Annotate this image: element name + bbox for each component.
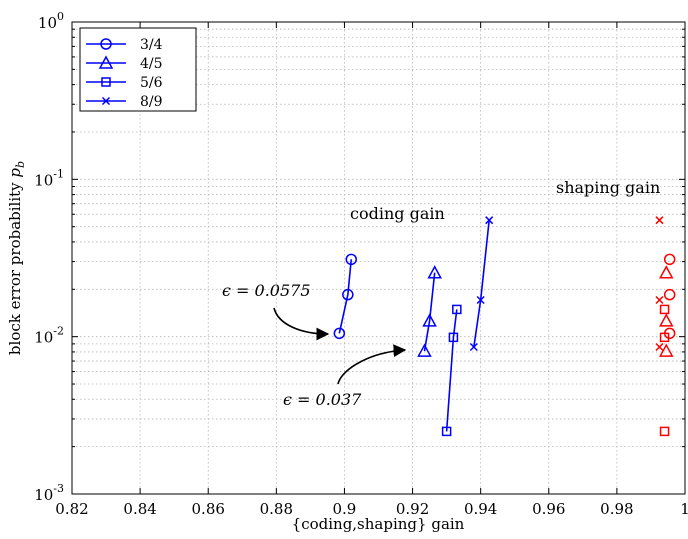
shaping-point xyxy=(663,253,676,266)
legend-label: 8/9 xyxy=(140,94,163,110)
x-tick-label: 0.84 xyxy=(123,500,156,518)
axes-border xyxy=(71,21,686,495)
legend-marker xyxy=(100,38,112,50)
shaping-x xyxy=(655,216,664,352)
y-tick-label: 10-1 xyxy=(34,167,64,189)
shaping-point xyxy=(655,295,664,305)
shaping-point xyxy=(655,342,664,352)
data-point xyxy=(333,327,346,340)
x-tick-label: 0.98 xyxy=(600,500,633,518)
epsilon-arrow-2 xyxy=(337,344,407,385)
data-point xyxy=(422,313,437,327)
data-point-stroke xyxy=(469,342,478,352)
legend-marker xyxy=(98,55,114,69)
shaping-point-stroke xyxy=(655,342,664,352)
epsilon-annotation-1: ϵ = 0.0575 xyxy=(222,281,311,300)
legend-label: 5/6 xyxy=(140,75,163,91)
data-point xyxy=(441,426,452,437)
series-line xyxy=(338,259,353,334)
x-tick-label: 0.9 xyxy=(333,500,357,518)
data-point-stroke xyxy=(476,295,485,305)
legend-marker xyxy=(101,77,111,87)
series-square xyxy=(441,304,462,437)
x-tick-label: 0.92 xyxy=(396,500,429,518)
series-circle xyxy=(333,253,358,340)
data-point xyxy=(452,304,462,315)
data-point xyxy=(345,253,358,266)
legend-box xyxy=(79,27,197,112)
series-line xyxy=(423,272,436,352)
data-point xyxy=(448,332,459,343)
x-tick-label: 0.82 xyxy=(55,500,88,518)
shaping-point xyxy=(659,313,674,327)
shaping-point-stroke xyxy=(655,295,664,305)
shaping-point-stroke xyxy=(655,216,664,225)
y-axis-label-var: p xyxy=(6,168,24,178)
shaping-point xyxy=(659,265,674,279)
y-axis-label-text: block error probability xyxy=(6,178,24,356)
shaping-square xyxy=(659,304,670,437)
legend-item: 8/9 xyxy=(86,94,163,110)
data-point xyxy=(469,342,478,352)
shaping-point xyxy=(659,343,674,357)
legend-label: 3/4 xyxy=(140,37,163,53)
shaping-point xyxy=(659,426,670,437)
x-tick-label: 1 xyxy=(680,500,688,518)
y-axis-label: block error probability pb xyxy=(6,161,27,355)
x-axis-label: {coding,shaping} gain xyxy=(292,515,465,533)
y-tick-label: 10-3 xyxy=(34,482,64,504)
shaping-layer xyxy=(655,216,676,437)
shaping-point xyxy=(659,332,670,343)
y-tick-label: 10-2 xyxy=(34,325,64,347)
legend-marker xyxy=(101,96,111,106)
shaping-triangle xyxy=(659,265,674,357)
shaping-point xyxy=(659,304,670,315)
y-tick-label: 100 xyxy=(38,10,64,32)
y-axis-ticks: 100 10-1 10-2 10-3 xyxy=(34,10,685,504)
shaping-point xyxy=(663,288,676,301)
grid xyxy=(72,22,685,494)
coding-gain-label: coding gain xyxy=(350,204,445,223)
series-line xyxy=(445,309,458,432)
legend-label: 4/5 xyxy=(140,56,163,72)
epsilon-arrow-1 xyxy=(273,307,330,341)
legend-item: 5/6 xyxy=(86,75,163,91)
legend: 3/4 4/5 5/6 8/9 xyxy=(79,27,197,112)
axes-frame xyxy=(71,21,686,495)
data-point xyxy=(417,343,432,357)
shaping-point xyxy=(655,216,664,225)
data-point xyxy=(427,265,442,279)
series-layer xyxy=(333,216,494,437)
y-axis-label-sub: b xyxy=(14,161,27,168)
shaping-gain-label: shaping gain xyxy=(556,178,660,197)
data-point-stroke xyxy=(485,216,494,225)
x-axis-ticks: 0.82 0.84 0.86 0.88 0.9 0.92 0.94 0.96 0.98 1 xyxy=(55,22,688,518)
shaping-circle xyxy=(663,253,676,340)
x-tick-label: 0.94 xyxy=(464,500,497,518)
epsilon-annotation-2: ϵ = 0.037 xyxy=(283,390,362,409)
series-triangle xyxy=(417,265,442,357)
x-tick-label: 0.88 xyxy=(260,500,293,518)
data-point xyxy=(476,295,485,305)
legend-item: 4/5 xyxy=(86,55,163,72)
data-point xyxy=(485,216,494,225)
legend-marker-stroke xyxy=(101,96,111,106)
legend-item: 3/4 xyxy=(86,37,163,53)
x-tick-label: 0.86 xyxy=(192,500,225,518)
data-point xyxy=(342,288,354,301)
x-tick-label: 0.96 xyxy=(532,500,565,518)
series-x xyxy=(469,216,494,352)
